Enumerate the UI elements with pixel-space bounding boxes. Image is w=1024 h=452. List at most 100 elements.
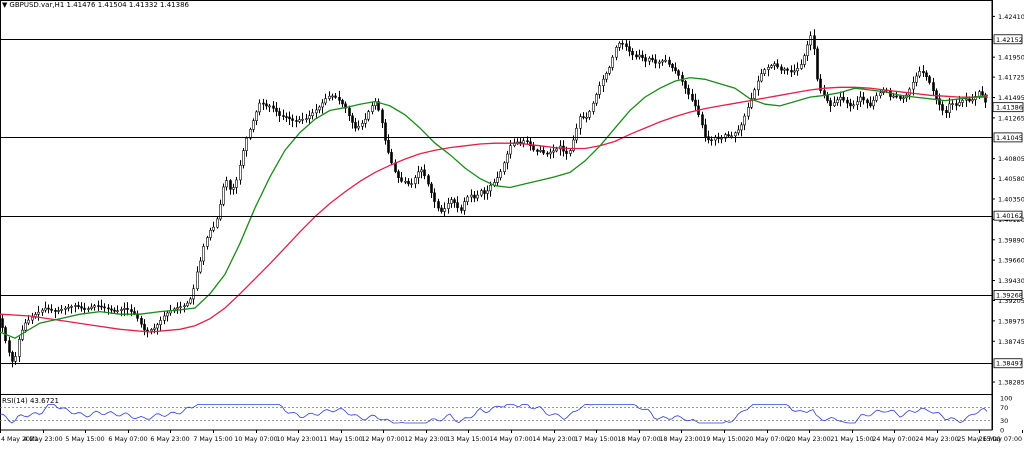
candle-bull — [743, 115, 746, 126]
candle-bull — [918, 71, 921, 77]
current-price-box — [992, 102, 1024, 113]
price-tick-label: 1.39890 — [998, 236, 1024, 244]
price-tick-label: 1.40580 — [998, 175, 1024, 183]
candle-bear — [47, 307, 50, 310]
candle-bull — [202, 246, 205, 262]
time-tick-label: 18 May 07:00 — [617, 436, 660, 443]
candle-bear — [842, 96, 845, 101]
candle-bull — [60, 308, 63, 311]
candle-bull — [199, 260, 202, 273]
candle-bull — [328, 95, 331, 99]
candle-bull — [783, 68, 786, 71]
candle-bear — [338, 97, 341, 101]
candle-bear — [407, 180, 410, 185]
candle-bull — [163, 315, 166, 321]
candle-bull — [361, 123, 364, 127]
candle-bull — [908, 88, 911, 96]
candle-bull — [31, 316, 34, 321]
rsi-axis-label: 100 — [1000, 395, 1012, 403]
candle-bull — [447, 203, 450, 209]
candle-bull — [87, 308, 90, 310]
candle-bear — [351, 115, 354, 123]
candle-bull — [496, 177, 499, 183]
price-tick-label: 1.38285 — [998, 379, 1024, 387]
horizontal-levels[interactable] — [0, 39, 992, 364]
candle-bull — [120, 309, 123, 311]
candle-bear — [941, 104, 944, 111]
candle-bear — [935, 90, 938, 99]
candle-bear — [130, 309, 133, 312]
candle-bull — [948, 103, 951, 113]
candle-bull — [760, 73, 763, 82]
candle-bull — [750, 98, 753, 108]
candle-bear — [288, 116, 291, 120]
candle-bear — [229, 180, 232, 190]
candle-bull — [585, 116, 588, 119]
time-tick-label: 12 May 07:00 — [361, 436, 404, 443]
price-tick-label: 1.38745 — [998, 338, 1024, 346]
price-tick-label: 1.41950 — [998, 54, 1024, 62]
candle-bull — [618, 42, 621, 48]
candle-bear — [780, 66, 783, 71]
ma-slow-line — [0, 86, 988, 333]
candle-bear — [955, 103, 958, 106]
candle-bull — [57, 310, 60, 312]
time-tick-label: 14 May 07:00 — [489, 436, 532, 443]
price-tick-label: 1.40805 — [998, 155, 1024, 163]
candle-bear — [354, 122, 357, 129]
candle-bear — [394, 162, 397, 172]
candle-bull — [209, 229, 212, 238]
candle-bear — [384, 122, 387, 141]
candle-bull — [961, 99, 964, 103]
candle-bear — [291, 118, 294, 121]
candle-bull — [724, 134, 727, 139]
level-box — [993, 132, 1023, 143]
candle-bear — [54, 310, 57, 312]
candle-bear — [272, 105, 275, 109]
candle-bull — [506, 153, 509, 164]
candle-bull — [575, 127, 578, 141]
candle-bull — [24, 322, 27, 331]
candle-bear — [473, 194, 476, 199]
price-tick-label: 1.41265 — [998, 114, 1024, 122]
triangle-down-icon[interactable]: ▼ — [2, 1, 8, 9]
candle-bull — [44, 307, 47, 311]
candle-bull — [123, 308, 126, 310]
candle-bear — [542, 149, 545, 154]
candle-bull — [638, 54, 641, 58]
candle-bull — [852, 104, 855, 107]
candle-bear — [526, 140, 529, 143]
candle-bear — [381, 109, 384, 124]
candle-bull — [166, 312, 169, 317]
candle-bear — [460, 207, 463, 211]
candle-bull — [222, 186, 225, 205]
candle-bear — [456, 202, 459, 208]
candle-bull — [153, 327, 156, 330]
candle-bull — [836, 99, 839, 104]
candle-bear — [146, 329, 149, 332]
candle-bull — [301, 118, 304, 121]
rsi-label: RSI(14) 43.6721 — [2, 397, 59, 405]
candle-bull — [90, 306, 93, 309]
candle-bull — [915, 75, 918, 83]
candle-bull — [539, 149, 542, 152]
candle-bull — [64, 307, 67, 310]
candle-bear — [103, 306, 106, 309]
candle-bear — [440, 207, 443, 212]
candle-bull — [443, 208, 446, 212]
candle-bull — [27, 319, 30, 324]
candle-bear — [483, 190, 486, 194]
time-tick-label: 11 May 15:00 — [319, 436, 362, 443]
time-tick-label: 19 May 15:00 — [702, 436, 745, 443]
candle-bull — [658, 61, 661, 64]
candle-bull — [978, 91, 981, 97]
candle-bull — [21, 329, 24, 340]
candle-bull — [206, 237, 209, 247]
candle-bear — [869, 102, 872, 107]
candle-bull — [839, 96, 842, 101]
candle-bull — [232, 187, 235, 190]
level-box — [993, 210, 1023, 221]
candle-bear — [334, 95, 337, 98]
